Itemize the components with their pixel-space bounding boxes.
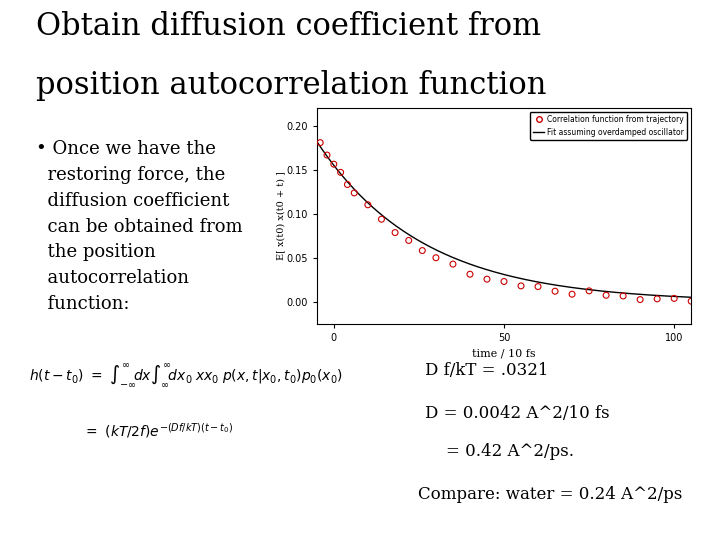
X-axis label: time / 10 fs: time / 10 fs <box>472 349 536 359</box>
Point <box>685 297 697 306</box>
Point <box>652 294 663 303</box>
Point <box>549 287 561 295</box>
Point <box>417 246 428 255</box>
Text: Compare: water = 0.24 A^2/ps: Compare: water = 0.24 A^2/ps <box>418 486 682 503</box>
Y-axis label: E[ x(t0) x(t0 + t) ]: E[ x(t0) x(t0 + t) ] <box>276 172 285 260</box>
Point <box>390 228 401 237</box>
Text: D f/kT = .0321: D f/kT = .0321 <box>425 362 549 379</box>
Point <box>498 277 510 286</box>
Text: • Once we have the
  restoring force, the
  diffusion coefficient
  can be obtai: • Once we have the restoring force, the … <box>36 140 243 313</box>
Text: $\quad\quad\quad\quad =\ (kT/2f)e^{-(Df/kT)(t-t_0)}$: $\quad\quad\quad\quad =\ (kT/2f)e^{-(Df/… <box>29 421 233 440</box>
Point <box>447 260 459 268</box>
Point <box>328 160 340 168</box>
Point <box>583 287 595 295</box>
Text: Obtain diffusion coefficient from: Obtain diffusion coefficient from <box>36 11 541 42</box>
Point <box>335 168 346 177</box>
Point <box>403 236 415 245</box>
Point <box>362 200 374 209</box>
Point <box>430 253 441 262</box>
Legend: Correlation function from trajectory, Fit assuming overdamped oscillator: Correlation function from trajectory, Fi… <box>530 112 688 140</box>
Point <box>321 151 333 159</box>
Point <box>668 294 680 303</box>
Text: D = 0.0042 A^2/10 fs: D = 0.0042 A^2/10 fs <box>425 405 609 422</box>
Point <box>342 180 354 189</box>
Point <box>376 215 387 224</box>
Point <box>348 188 360 197</box>
Point <box>532 282 544 291</box>
Text: position autocorrelation function: position autocorrelation function <box>36 70 546 101</box>
Text: $h(t-t_0)\ =\ \int_{-\infty}^{\infty}\!dx\int_{\infty}^{\infty}\!dx_0\;xx_0\;p(x: $h(t-t_0)\ =\ \int_{-\infty}^{\infty}\!d… <box>29 362 343 389</box>
Point <box>516 281 527 290</box>
Point <box>617 292 629 300</box>
Point <box>464 270 476 279</box>
Point <box>567 290 578 299</box>
Point <box>315 138 326 147</box>
Text: = 0.42 A^2/ps.: = 0.42 A^2/ps. <box>446 443 575 460</box>
Point <box>600 291 612 300</box>
Point <box>481 275 492 284</box>
Point <box>634 295 646 304</box>
